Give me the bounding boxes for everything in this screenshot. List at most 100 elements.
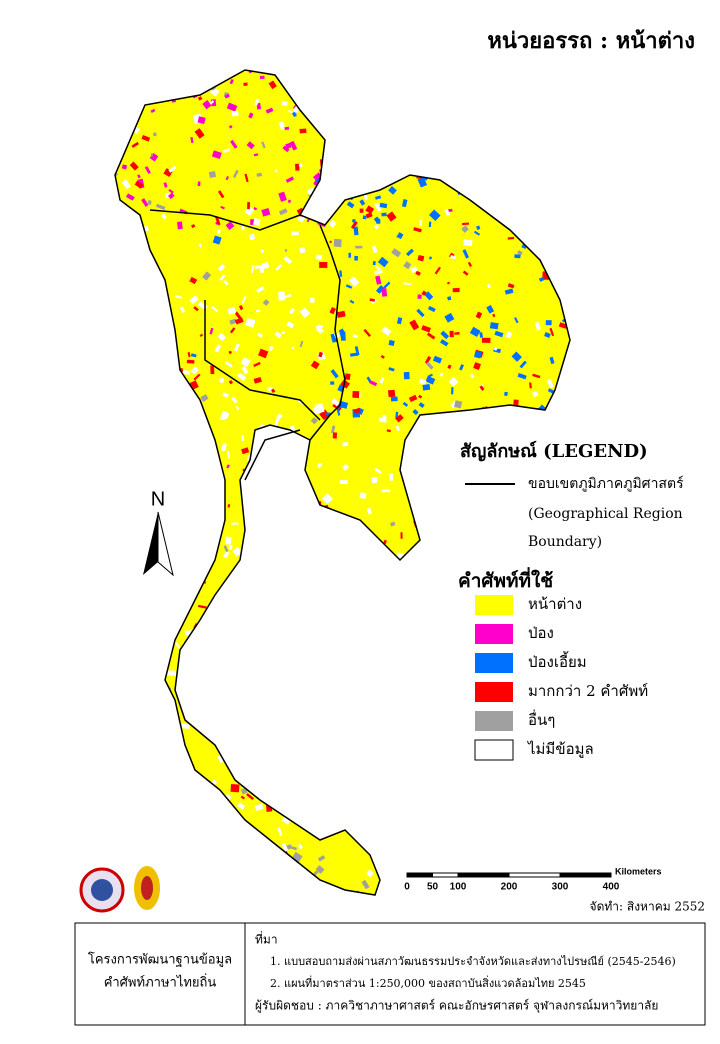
map-patch <box>409 858 414 865</box>
map-patch <box>207 493 212 499</box>
map-patch <box>539 110 545 115</box>
map-patch <box>386 429 391 433</box>
map-patch <box>437 778 440 782</box>
map-patch <box>228 832 238 842</box>
map-patch <box>365 869 374 878</box>
map-patch <box>469 724 474 727</box>
map-patch <box>290 888 300 895</box>
map-patch <box>312 105 320 113</box>
map-patch <box>129 161 139 171</box>
map-patch <box>256 286 265 293</box>
map-patch <box>450 616 454 621</box>
map-patch <box>367 668 376 677</box>
map-patch <box>330 381 335 385</box>
map-patch <box>197 181 201 187</box>
map-patch <box>359 199 366 206</box>
map-patch <box>267 649 276 658</box>
map-patch <box>132 221 139 229</box>
map-patch <box>343 813 348 822</box>
map-patch <box>361 879 370 890</box>
scale-tick-label: 400 <box>603 882 620 893</box>
map-patch <box>448 376 459 387</box>
responsible: ผู้รับผิดชอบ : ภาควิชาภาษาศาสตร์ คณะอักษ… <box>255 999 658 1014</box>
map-patch <box>226 102 238 112</box>
map-patch <box>118 444 127 452</box>
map-patch <box>139 447 150 457</box>
map-patch <box>490 414 499 420</box>
map-patch <box>567 815 570 825</box>
scale-unit: Kilometers <box>615 866 662 876</box>
map-patch <box>263 843 269 850</box>
map-patch <box>325 412 331 415</box>
map-patch <box>299 128 307 134</box>
map-patch <box>340 153 346 162</box>
map-patch <box>401 863 411 872</box>
map-patch <box>512 632 520 640</box>
map-patch <box>504 200 512 207</box>
legend-label: ป่องเอี้ยม <box>528 651 587 671</box>
map-patch <box>383 76 391 86</box>
map-patch <box>177 846 184 850</box>
map-patch <box>510 428 517 436</box>
map-patch <box>457 137 463 143</box>
map-patch <box>496 97 505 105</box>
map-patch <box>115 234 120 243</box>
map-title: หน่วยอรรถ : หน้าต่าง <box>487 28 695 54</box>
map-patch <box>244 173 249 183</box>
map-patch <box>295 163 300 171</box>
map-patch <box>292 869 295 877</box>
map-patch <box>383 168 390 175</box>
map-patch <box>332 801 341 810</box>
map-patch <box>137 174 141 179</box>
map-patch <box>190 353 197 358</box>
map-patch <box>215 70 222 75</box>
map-patch <box>383 75 392 84</box>
map-patch <box>438 81 448 90</box>
map-patch <box>558 261 568 271</box>
map-patch <box>192 820 202 827</box>
map-patch <box>330 617 340 625</box>
map-patch <box>120 696 124 700</box>
map-patch <box>468 81 476 90</box>
map-patch <box>259 75 265 80</box>
map-patch <box>194 847 203 852</box>
map-patch <box>365 205 375 215</box>
map-patch <box>385 84 393 93</box>
map-patch <box>369 380 378 387</box>
map-patch <box>479 332 484 338</box>
map-patch <box>351 626 359 634</box>
map-patch <box>520 93 527 101</box>
map-patch <box>565 358 570 368</box>
map-patch <box>278 191 287 202</box>
map-patch <box>289 527 299 538</box>
map-patch <box>448 797 457 804</box>
map-patch <box>558 322 568 329</box>
map-patch <box>359 777 367 785</box>
map-patch <box>267 718 277 728</box>
map-patch <box>254 855 263 862</box>
map-patch <box>508 126 520 137</box>
map-patch <box>389 521 396 527</box>
map-patch <box>371 476 378 484</box>
map-patch <box>456 540 465 550</box>
map-patch <box>345 284 353 289</box>
map-patch <box>375 265 381 271</box>
map-patch <box>563 417 570 428</box>
map-patch <box>302 784 307 788</box>
map-patch <box>483 541 489 547</box>
map-patch <box>348 252 352 258</box>
map-patch <box>310 521 317 530</box>
map-patch <box>375 275 382 285</box>
map-patch <box>425 824 431 829</box>
map-patch <box>459 605 469 611</box>
map-patch <box>342 629 349 637</box>
map-patch <box>301 688 310 698</box>
map-patch <box>201 822 209 827</box>
map-patch <box>223 443 227 451</box>
map-patch <box>291 846 297 851</box>
map-patch <box>549 758 556 764</box>
map-patch <box>475 311 483 319</box>
map-patch <box>191 223 196 229</box>
map-patch <box>475 199 481 205</box>
